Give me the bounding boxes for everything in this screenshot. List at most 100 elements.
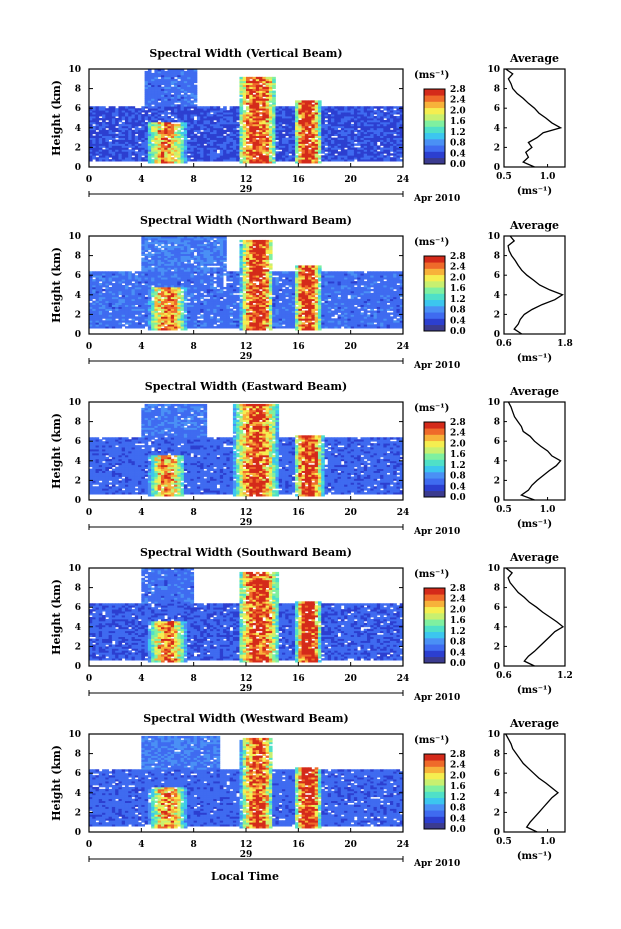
x-tick-label: 8 — [191, 674, 197, 684]
date-month-label: Apr 2010 — [413, 859, 460, 869]
average-x-label: (ms⁻¹) — [517, 851, 552, 862]
colorbar-frame — [423, 753, 446, 830]
colorbar — [424, 89, 445, 165]
date-day-label: 29 — [240, 185, 253, 195]
average-x-tick-label: 1.0 — [540, 172, 556, 182]
colorbar-tick-label: 2.8 — [450, 750, 466, 760]
average-x-tick-label: 0.5 — [496, 837, 512, 847]
colorbar-unit-label: (ms⁻¹) — [414, 569, 449, 580]
x-tick-label: 0 — [86, 674, 92, 684]
colorbar-tick-label: 1.6 — [450, 782, 466, 792]
colorbar-tick-label: 0.0 — [450, 493, 466, 503]
y-axis-label: Height (km) — [50, 579, 63, 655]
average-y-tick-label: 8 — [494, 750, 500, 760]
y-tick-label: 8 — [75, 252, 81, 262]
date-month-label: Apr 2010 — [413, 527, 460, 537]
heatmap — [89, 236, 404, 331]
y-tick-label: 6 — [75, 603, 81, 613]
y-axis-label: Height (km) — [50, 745, 63, 821]
average-y-tick-label: 0 — [494, 496, 500, 506]
colorbar-tick-label: 2.4 — [450, 595, 466, 605]
colorbar-frame — [423, 421, 446, 498]
x-tick-label: 0 — [86, 840, 92, 850]
date-day-label: 29 — [240, 850, 253, 860]
panel-5: Spectral Width (Westward Beam)0246810Hei… — [50, 712, 566, 869]
x-tick-label: 24 — [397, 342, 410, 352]
x-tick-label: 24 — [397, 674, 410, 684]
colorbar-tick-label: 0.8 — [450, 472, 466, 482]
heatmap — [89, 403, 404, 497]
colorbar-tick-label: 2.8 — [450, 418, 466, 428]
colorbar-tick-label: 2.8 — [450, 584, 466, 594]
y-tick-label: 10 — [68, 398, 81, 408]
y-tick-label: 8 — [75, 85, 81, 95]
date-month-label: Apr 2010 — [413, 693, 460, 703]
x-tick-label: 0 — [86, 342, 92, 352]
x-tick-label: 24 — [397, 840, 410, 850]
y-tick-label: 6 — [75, 437, 81, 447]
average-profile-line — [507, 235, 564, 335]
colorbar-tick-label: 2.4 — [450, 761, 466, 771]
colorbar — [424, 588, 445, 664]
colorbar-frame — [423, 255, 446, 332]
x-tick-label: 12 — [240, 508, 253, 518]
date-day-label: 29 — [240, 352, 253, 362]
x-tick-label: 12 — [240, 175, 253, 185]
y-tick-label: 8 — [75, 584, 81, 594]
panel-4: Spectral Width (Southward Beam) 0 24 6 8 10 He… — [50, 546, 573, 703]
y-axis-label: Height (km) — [50, 413, 63, 489]
average-frame — [503, 68, 566, 168]
average-y-tick-label: 6 — [494, 603, 500, 613]
colorbar-tick-label: 1.2 — [450, 793, 466, 803]
average-profile-line — [505, 68, 563, 168]
average-y-tick-label: 8 — [494, 418, 500, 428]
colorbar-tick-label: 0.8 — [450, 139, 466, 149]
average-x-label: (ms⁻¹) — [517, 685, 552, 696]
panel-3: Spectral Width (Eastward Beam)0246810Hei… — [50, 380, 566, 537]
date-month-label: Apr 2010 — [413, 194, 460, 204]
average-y-tick-label: 4 — [494, 623, 500, 633]
y-tick-label: 4 — [75, 124, 81, 134]
colorbar-tick-label: 1.2 — [450, 128, 466, 138]
average-y-tick-label: 10 — [487, 564, 500, 574]
average-y-tick-label: 10 — [487, 65, 500, 75]
x-tick-label: 20 — [344, 175, 357, 185]
colorbar-tick-label: 2.0 — [450, 273, 466, 283]
panel-1: Spectral Width (Vertical Beam)0246810Hei… — [50, 47, 566, 204]
panel-title: Spectral Width (Southward Beam) — [140, 546, 352, 559]
colorbar — [424, 256, 445, 332]
colorbar-tick-label: 0.4 — [450, 482, 466, 492]
y-tick-label: 0 — [75, 662, 81, 672]
y-tick-label: 0 — [75, 496, 81, 506]
y-tick-label: 10 — [68, 232, 81, 242]
colorbar-tick-label: 0.8 — [450, 804, 466, 814]
colorbar-tick-label: 0.8 — [450, 306, 466, 316]
colorbar-tick-label: 0.0 — [450, 327, 466, 337]
date-day-label: 29 — [240, 518, 253, 528]
x-tick-label: 24 — [397, 175, 410, 185]
average-profile-line — [507, 401, 562, 501]
y-tick-label: 2 — [75, 808, 81, 818]
x-axis-label: Local Time — [211, 870, 279, 883]
x-tick-label: 20 — [344, 342, 357, 352]
x-tick-label: 12 — [240, 674, 253, 684]
average-x-tick-label: 1.8 — [557, 339, 573, 349]
average-profile-line — [505, 567, 565, 667]
y-tick-label: 2 — [75, 310, 81, 320]
x-tick-label: 4 — [138, 175, 144, 185]
average-title: Average — [509, 52, 559, 65]
average-y-tick-label: 4 — [494, 789, 500, 799]
average-y-tick-label: 8 — [494, 252, 500, 262]
colorbar-tick-label: 1.6 — [450, 616, 466, 626]
average-y-tick-label: 4 — [494, 124, 500, 134]
y-tick-label: 4 — [75, 789, 81, 799]
colorbar-unit-label: (ms⁻¹) — [414, 735, 449, 746]
x-tick-label: 16 — [292, 175, 305, 185]
colorbar-tick-label: 1.6 — [450, 450, 466, 460]
average-y-tick-label: 8 — [494, 85, 500, 95]
colorbar-tick-label: 0.4 — [450, 814, 466, 824]
average-frame — [503, 401, 566, 501]
average-y-tick-label: 2 — [494, 143, 500, 153]
average-x-tick-label: 0.5 — [496, 505, 512, 515]
